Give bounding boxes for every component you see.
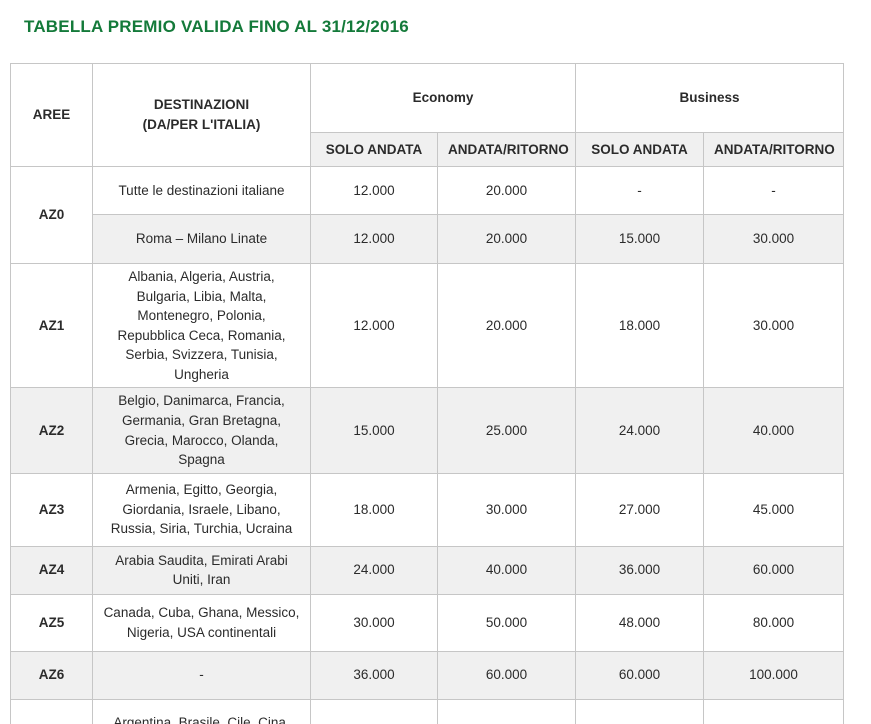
table-row-az4: AZ4 Arabia Saudita, Emirati Arabi Uniti,… [10, 545, 845, 595]
destinations-cell: Tutte le destinazioni italiane [92, 166, 311, 215]
economy-solo-andata-cell: 12.000 [310, 214, 438, 264]
table-row-az6: AZ6 - 36.000 60.000 60.000 100.000 [10, 650, 845, 700]
destinations-cell: Canada, Cuba, Ghana, Messico, Nigeria, U… [92, 593, 311, 652]
area-cell: AZ2 [10, 387, 93, 474]
column-header-business-andata-ritorno: ANDATA/RITORNO [703, 132, 845, 167]
economy-andata-ritorno-cell: 60.000 [436, 650, 577, 700]
economy-solo-andata-cell: 12.000 [310, 166, 438, 215]
column-header-destinazioni-line1: DESTINAZIONI [153, 97, 250, 113]
column-header-economy-solo-andata: SOLO ANDATA [310, 132, 438, 167]
business-andata-ritorno-cell: 60.000 [703, 545, 845, 595]
business-solo-andata-cell: 36.000 [575, 545, 705, 595]
business-andata-ritorno-cell: 30.000 [703, 214, 845, 264]
column-group-economy: Economy [309, 63, 577, 133]
business-andata-ritorno-cell: 30.000 [703, 262, 845, 389]
business-andata-ritorno-cell: 45.000 [703, 472, 845, 547]
column-header-aree: AREE [10, 63, 93, 167]
destinations-cell: Roma – Milano Linate [92, 214, 311, 264]
column-header-destinazioni-line2: (DA/PER L'ITALIA) [142, 117, 261, 132]
economy-andata-ritorno-cell: 50.000 [436, 593, 577, 652]
destinations-cell: Armenia, Egitto, Georgia, Giordania, Isr… [92, 472, 311, 547]
page-title: TABELLA PREMIO VALIDA FINO AL 31/12/2016 [24, 17, 409, 36]
table-row-az0-domestic: AZ0 Tutte le destinazioni italiane 12.00… [10, 166, 845, 264]
economy-solo-andata-cell: 18.000 [310, 472, 438, 547]
area-cell: AZ5 [10, 593, 93, 652]
economy-andata-ritorno-cell: 20.000 [436, 262, 577, 389]
area-cell: AZ7 [10, 698, 93, 724]
table-header-row: AREE DESTINAZIONI (DA/PER L'ITALIA) Econ… [10, 63, 845, 167]
area-cell: AZ0 [10, 166, 93, 264]
destinations-cell: - [92, 650, 311, 700]
business-solo-andata-cell: 24.000 [575, 387, 705, 474]
column-header-destinazioni: DESTINAZIONI (DA/PER L'ITALIA) [92, 63, 311, 167]
economy-andata-ritorno-cell: 40.000 [436, 545, 577, 595]
business-solo-andata-cell: 27.000 [575, 472, 705, 547]
table-row-az3: AZ3 Armenia, Egitto, Georgia, Giordania,… [10, 472, 845, 547]
area-cell: AZ1 [10, 262, 93, 389]
economy-andata-ritorno-cell: 30.000 [436, 472, 577, 547]
table-row-az2: AZ2 Belgio, Danimarca, Francia, Germania… [10, 387, 845, 474]
premio-table: AREE DESTINAZIONI (DA/PER L'ITALIA) Econ… [10, 63, 845, 724]
economy-andata-ritorno-cell: 80.000 [436, 698, 577, 724]
business-solo-andata-cell: - [575, 166, 705, 215]
destinations-cell: Albania, Algeria, Austria, Bulgaria, Lib… [92, 262, 311, 389]
economy-andata-ritorno-cell: 20.000 [436, 166, 577, 215]
area-cell: AZ6 [10, 650, 93, 700]
economy-solo-andata-cell: 12.000 [310, 262, 438, 389]
area-cell: AZ3 [10, 472, 93, 547]
table-row-az5: AZ5 Canada, Cuba, Ghana, Messico, Nigeri… [10, 593, 845, 652]
economy-andata-ritorno-cell: 20.000 [436, 214, 577, 264]
business-solo-andata-cell: 72.000 [575, 698, 705, 724]
business-solo-andata-cell: 48.000 [575, 593, 705, 652]
business-andata-ritorno-cell: 40.000 [703, 387, 845, 474]
business-solo-andata-cell: 18.000 [575, 262, 705, 389]
table-row-az0-roma-milano: Roma – Milano Linate 12.000 20.000 15.00… [11, 214, 845, 264]
economy-solo-andata-cell: 36.000 [310, 650, 438, 700]
business-andata-ritorno-cell: 100.000 [703, 650, 845, 700]
business-andata-ritorno-cell: 80.000 [703, 593, 845, 652]
destinations-cell: Belgio, Danimarca, Francia, Germania, Gr… [92, 387, 311, 474]
economy-solo-andata-cell: 30.000 [310, 593, 438, 652]
table-row-az1: AZ1 Albania, Algeria, Austria, Bulgaria,… [10, 262, 845, 389]
column-group-business: Business [575, 63, 845, 133]
destinations-cell: Argentina, Brasile, Cile, Cina, Giappone… [92, 698, 311, 724]
column-header-economy-andata-ritorno: ANDATA/RITORNO [436, 132, 577, 167]
economy-solo-andata-cell: 15.000 [310, 387, 438, 474]
destinations-cell: Arabia Saudita, Emirati Arabi Uniti, Ira… [92, 545, 311, 595]
economy-andata-ritorno-cell: 25.000 [436, 387, 577, 474]
business-solo-andata-cell: 60.000 [575, 650, 705, 700]
economy-solo-andata-cell: 48.000 [310, 698, 438, 724]
table-subheader-row: SOLO ANDATA ANDATA/RITORNO SOLO ANDATA A… [11, 132, 845, 167]
business-andata-ritorno-cell: 120.000 [703, 698, 845, 724]
business-solo-andata-cell: 15.000 [575, 214, 705, 264]
area-cell: AZ4 [10, 545, 93, 595]
column-header-business-solo-andata: SOLO ANDATA [575, 132, 705, 167]
economy-solo-andata-cell: 24.000 [310, 545, 438, 595]
business-andata-ritorno-cell: - [703, 166, 845, 215]
table-row-az7: AZ7 Argentina, Brasile, Cile, Cina, Giap… [10, 698, 845, 724]
